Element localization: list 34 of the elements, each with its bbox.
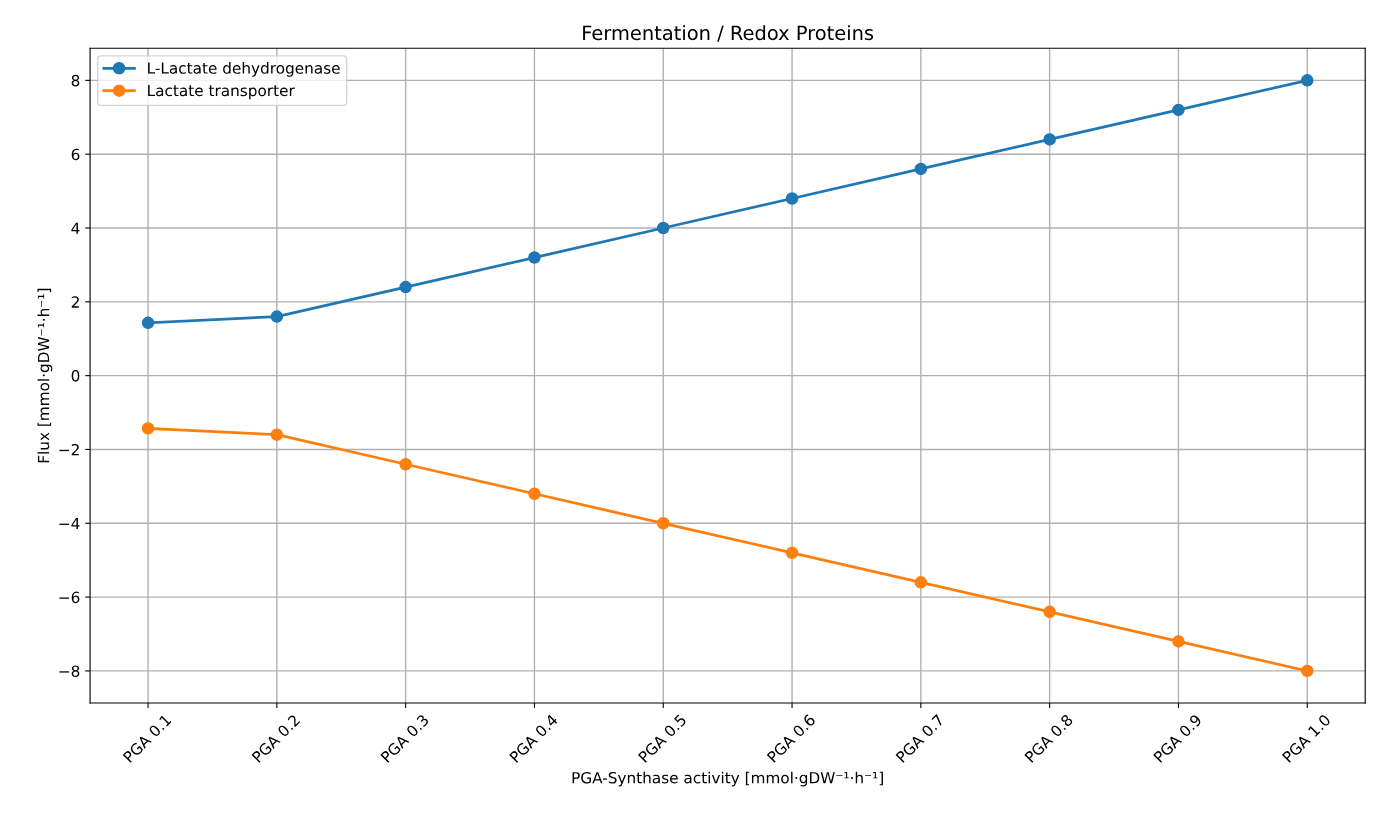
legend-label: Lactate transporter <box>148 84 295 100</box>
y-tick-label: −2 <box>59 443 79 456</box>
point <box>785 546 799 560</box>
point <box>528 251 541 264</box>
chart-title: Fermentation / Redox Proteins <box>583 25 874 42</box>
point <box>528 487 541 501</box>
point <box>1043 605 1056 619</box>
point <box>914 576 928 589</box>
y-tick-label: 4 <box>71 222 80 234</box>
point <box>270 310 284 323</box>
y-tick-label: 6 <box>71 148 80 161</box>
point <box>656 517 670 530</box>
y-axis-title: Flux [mmol·gDW⁻¹·h⁻¹] <box>37 288 53 463</box>
point <box>1172 103 1185 117</box>
point <box>1043 133 1056 146</box>
point <box>399 457 412 471</box>
point <box>1172 635 1185 648</box>
point <box>399 280 412 294</box>
y-tick-label: −6 <box>59 591 80 604</box>
y-tick-label: −4 <box>59 517 80 530</box>
point <box>141 422 155 435</box>
point <box>914 162 928 176</box>
y-tick-label: 8 <box>71 74 80 87</box>
legend-label: L-Lactate dehydrogenase <box>148 62 340 77</box>
y-tick-label: 0 <box>71 370 80 382</box>
point <box>656 221 670 235</box>
y-tick-label: 2 <box>71 296 79 308</box>
point <box>1300 74 1314 87</box>
point <box>1300 664 1314 678</box>
point <box>785 192 799 205</box>
y-tick-label: −8 <box>59 665 80 677</box>
point <box>270 428 284 441</box>
point <box>141 316 155 330</box>
x-axis-title: PGA-Synthase activity [mmol·gDW⁻¹·h⁻¹] <box>572 771 883 787</box>
